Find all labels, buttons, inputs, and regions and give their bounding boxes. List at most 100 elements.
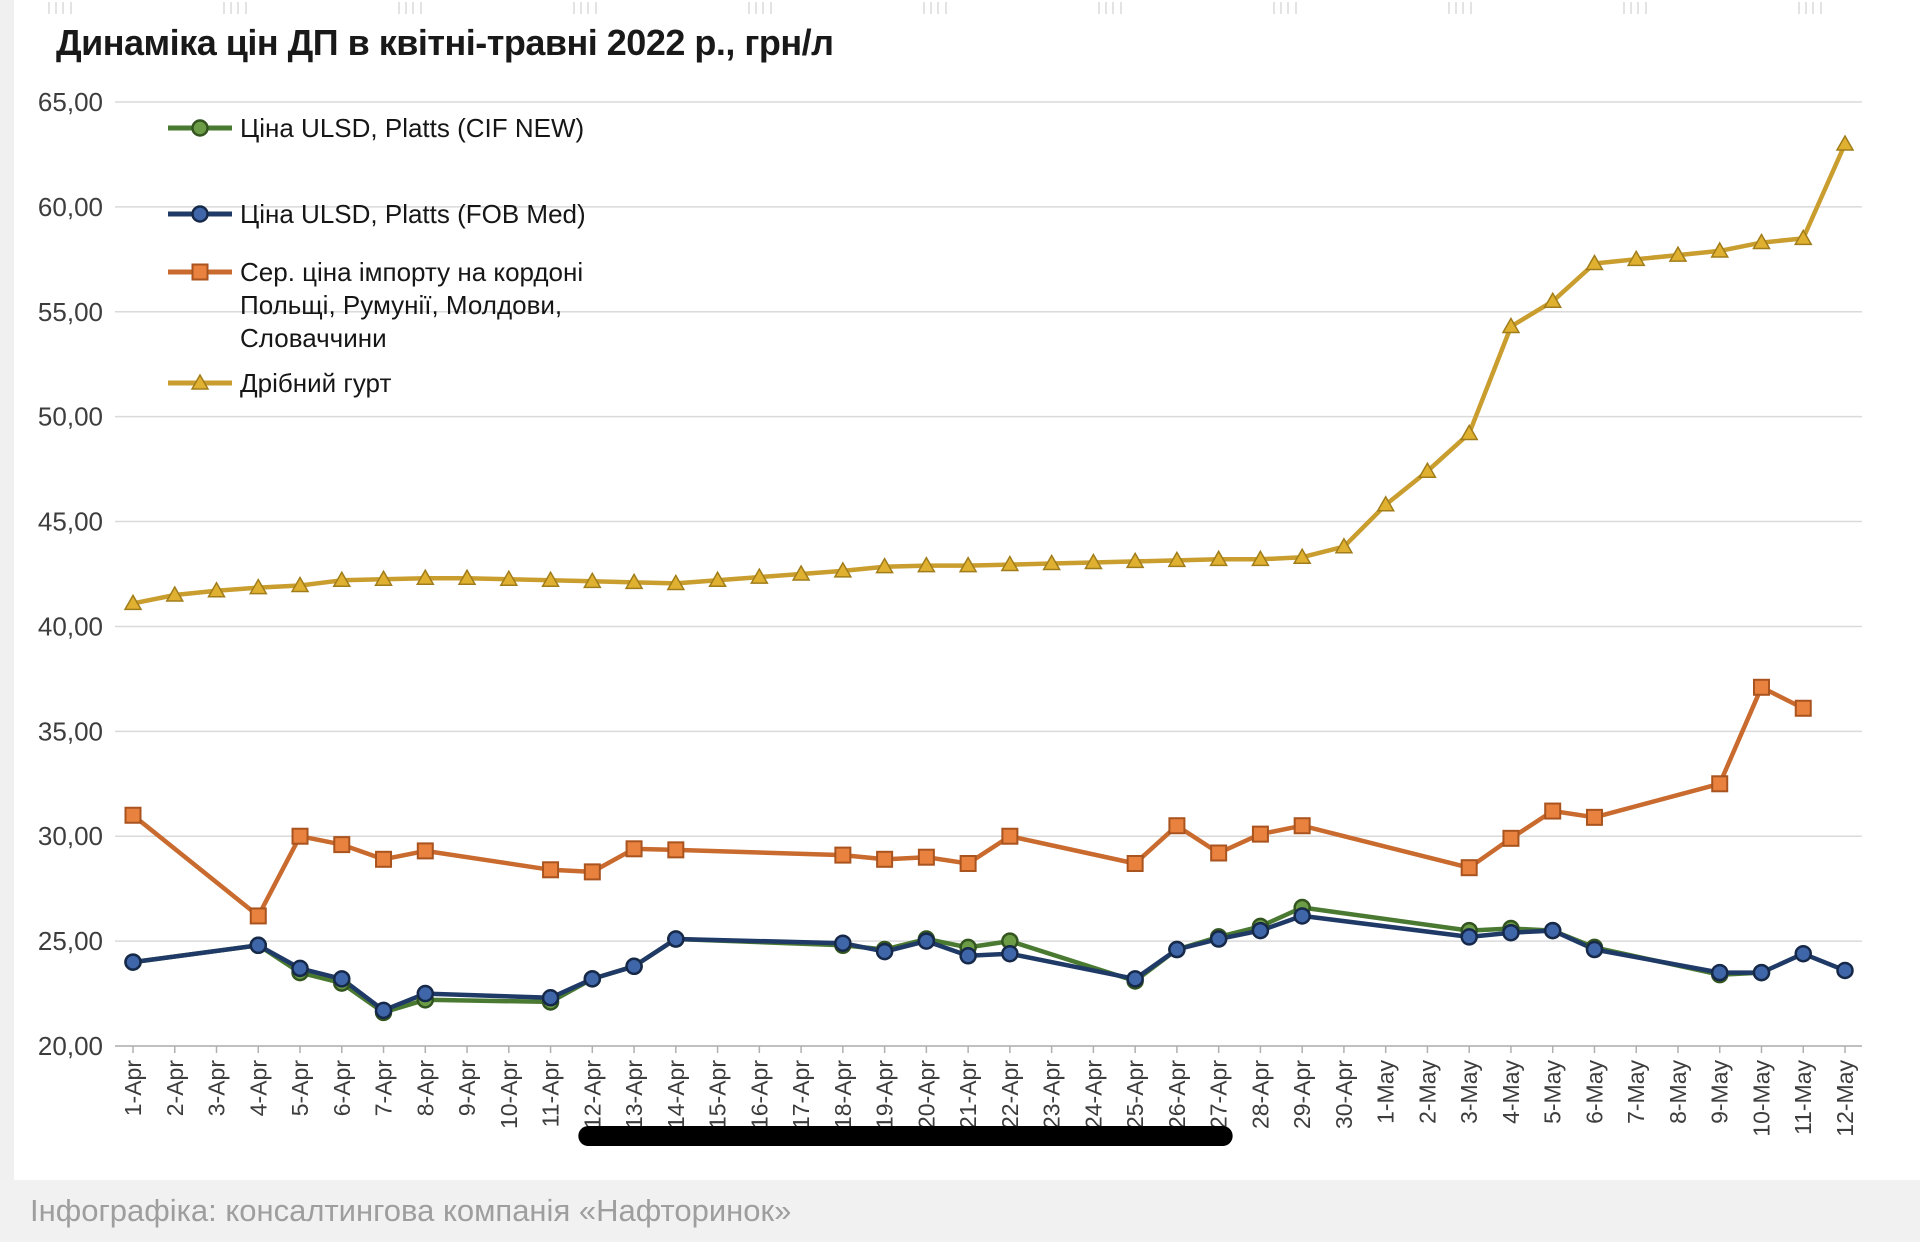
series-import-border-marker [124, 806, 142, 824]
y-tick-label: 35,00 [38, 716, 103, 746]
series-import-border-marker [1210, 844, 1228, 862]
series-small-wholesale-marker [165, 585, 185, 602]
legend-import-border-label: Словаччини [240, 323, 387, 353]
series-fob-med-marker [541, 989, 560, 1007]
x-tick-label: 30-Apr [1331, 1060, 1357, 1129]
series-fob-med-marker [1251, 921, 1270, 940]
series-small-wholesale-marker [1418, 461, 1437, 478]
legend-small-wholesale-marker [190, 373, 210, 390]
series-import-border-marker [1293, 817, 1311, 835]
censor-bar [578, 1126, 1233, 1146]
series-small-wholesale-marker [1334, 537, 1354, 554]
x-tick-label: 26-Apr [1164, 1060, 1190, 1129]
series-fob-med-marker [374, 1001, 393, 1020]
x-tick-label: 10-Apr [496, 1060, 522, 1129]
x-tick-label: 3-May [1456, 1060, 1482, 1124]
series-fob-med-marker [1585, 940, 1604, 959]
series-small-wholesale-marker [1543, 291, 1562, 309]
y-tick-label: 65,00 [38, 87, 103, 117]
series-import-border-marker [667, 841, 685, 859]
x-tick-label: 11-May [1790, 1060, 1816, 1135]
series-import-border-marker [959, 854, 977, 872]
series-small-wholesale-marker [1042, 553, 1061, 571]
y-tick-label: 40,00 [38, 611, 103, 641]
series-small-wholesale-marker [875, 557, 894, 574]
x-tick-label: 20-Apr [913, 1060, 939, 1129]
series-small-wholesale-marker [1167, 550, 1187, 568]
series-import-border-marker [416, 842, 434, 860]
x-tick-label: 5-Apr [287, 1060, 313, 1117]
series-small-wholesale-marker [750, 567, 769, 584]
x-tick-label: 24-Apr [1080, 1060, 1106, 1129]
series-small-wholesale-line [130, 141, 1848, 606]
x-tick-label: 27-Apr [1206, 1060, 1232, 1129]
x-tick-label: 6-Apr [329, 1060, 355, 1117]
series-fob-med-marker [1794, 944, 1812, 963]
series-small-wholesale-marker [1292, 547, 1312, 564]
x-tick-label: 9-Apr [454, 1060, 480, 1117]
x-tick-label: 9-May [1707, 1060, 1733, 1124]
x-tick-label: 28-Apr [1247, 1060, 1273, 1129]
series-small-wholesale-marker [1251, 549, 1270, 567]
series-small-wholesale-marker [290, 576, 310, 593]
series-small-wholesale-marker [1835, 134, 1855, 151]
series-small-wholesale-marker [1710, 241, 1730, 258]
series-import-border-marker [1001, 827, 1019, 845]
series-fob-med-marker [1710, 963, 1729, 982]
x-tick-label: 7-Apr [371, 1060, 397, 1117]
series-small-wholesale-marker [1209, 549, 1228, 567]
cropped-axis-labels [48, 2, 1898, 14]
series-import-border-marker [249, 907, 267, 925]
series-small-wholesale-marker [1125, 551, 1145, 569]
legend-import-border-label: Сер. ціна імпорту на кордоні [240, 257, 583, 287]
x-tick-label: 6-May [1581, 1060, 1607, 1124]
series-import-border-marker [1794, 699, 1812, 717]
x-tick-label: 1-Apr [120, 1060, 146, 1117]
series-fob-med-marker [1752, 963, 1771, 982]
x-tick-label: 8-Apr [412, 1060, 438, 1117]
x-tick-label: 23-Apr [1039, 1060, 1065, 1129]
series-small-wholesale-marker [624, 572, 644, 590]
series-import-border-marker [1502, 829, 1520, 847]
series-small-wholesale-marker [666, 573, 686, 591]
series-fob-med-line [130, 913, 1848, 1013]
series-fob-med-marker [291, 959, 309, 978]
series-import-border-marker [876, 850, 894, 868]
series-small-wholesale-marker [374, 569, 393, 586]
legend-fob-med-marker [191, 205, 209, 223]
legend-import-border-label: Польщі, Румунії, Молдови, [240, 290, 562, 320]
series-import-border-marker [1460, 859, 1478, 877]
x-tick-label: 1-May [1373, 1060, 1399, 1124]
series-import-border-marker [1585, 808, 1603, 826]
series-small-wholesale-marker [833, 561, 853, 578]
series-fob-med-marker [1168, 940, 1186, 959]
series-small-wholesale-marker [1626, 249, 1646, 267]
source-caption: Інфографіка: консалтингова компанія «Наф… [30, 1193, 792, 1228]
x-tick-label: 4-May [1498, 1060, 1524, 1124]
series-fob-med-marker [1836, 961, 1854, 980]
x-tick-label: 17-Apr [788, 1060, 814, 1129]
series-small-wholesale-marker [958, 556, 978, 573]
x-tick-label: 18-Apr [830, 1060, 856, 1129]
x-tick-label: 19-Apr [872, 1060, 898, 1129]
series-fob-med-marker [1126, 970, 1144, 988]
legend-small-wholesale-label: Дрібний гурт [240, 368, 391, 398]
x-tick-label: 8-May [1665, 1060, 1691, 1124]
series-small-wholesale-marker [123, 593, 143, 611]
x-tick-label: 12-May [1832, 1060, 1858, 1137]
x-tick-label: 13-Apr [621, 1060, 647, 1129]
series-small-wholesale-marker [583, 571, 602, 589]
y-tick-label: 55,00 [38, 297, 103, 327]
series-small-wholesale-marker [248, 578, 268, 595]
series-import-border-marker [834, 846, 852, 864]
series-fob-med-marker [625, 957, 643, 976]
series-small-wholesale-marker [541, 570, 560, 588]
series-fob-med-marker [333, 970, 351, 988]
x-tick-label: 4-Apr [245, 1060, 271, 1117]
x-tick-label: 7-May [1623, 1060, 1649, 1124]
series-fob-med-marker [1001, 944, 1019, 963]
series-small-wholesale-marker [1752, 233, 1771, 250]
series-small-wholesale-marker [1000, 555, 1020, 572]
series-fob-med-marker [249, 936, 268, 955]
